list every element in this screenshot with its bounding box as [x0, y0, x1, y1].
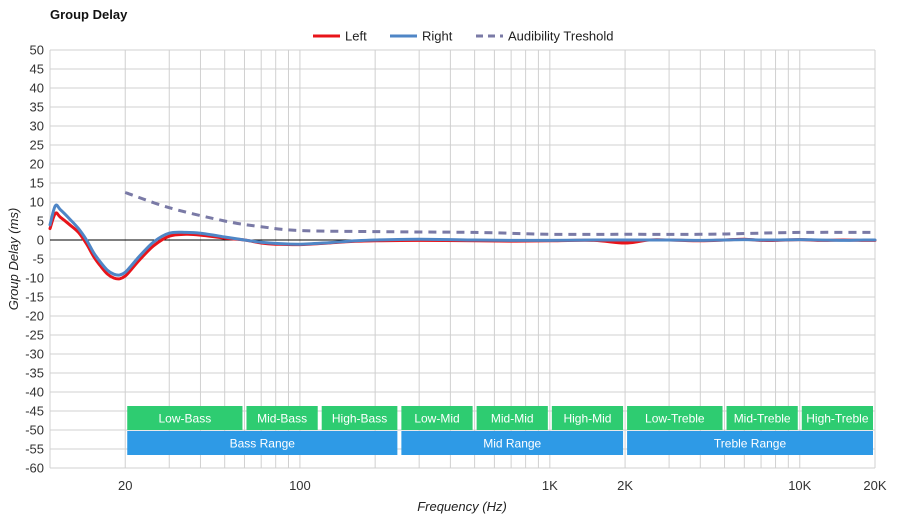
- range-band-box: [401, 431, 624, 455]
- x-axis-tick-labels: 20 100 1K 2K 10K 20K: [118, 478, 887, 493]
- x-tick-label: 100: [289, 478, 311, 493]
- legend-label: Left: [345, 29, 367, 44]
- range-band-box: [401, 406, 473, 430]
- range-band-box: [476, 406, 548, 430]
- chart-title: Group Delay: [50, 7, 128, 22]
- y-tick-label: 10: [30, 195, 44, 210]
- range-band-label: High-Mid: [563, 412, 611, 426]
- y-tick-label: -45: [25, 404, 44, 419]
- y-tick-label: -35: [25, 366, 44, 381]
- y-tick-label: -60: [25, 461, 44, 476]
- y-tick-label: 20: [30, 157, 44, 172]
- y-tick-label: 50: [30, 43, 44, 58]
- y-tick-label: -10: [25, 271, 44, 286]
- range-band-box: [801, 406, 873, 430]
- y-tick-label: -40: [25, 385, 44, 400]
- legend: Left Right Audibility Treshold: [313, 29, 614, 44]
- legend-label: Audibility Treshold: [508, 29, 614, 44]
- range-band: Low-Mid: [401, 406, 473, 430]
- range-band: Mid-Bass: [246, 406, 318, 430]
- y-tick-label: 15: [30, 176, 44, 191]
- y-tick-label: -25: [25, 328, 44, 343]
- y-tick-label: -20: [25, 309, 44, 324]
- series-line-right: [48, 203, 877, 277]
- y-axis-label: Group Delay (ms): [6, 208, 21, 311]
- range-band-label: Mid-Mid: [491, 412, 534, 426]
- legend-item: Left: [313, 29, 367, 44]
- range-band-box: [246, 406, 318, 430]
- range-band-label: Bass Range: [230, 437, 296, 451]
- y-tick-label: -50: [25, 423, 44, 438]
- range-band-label: Low-Mid: [414, 412, 459, 426]
- x-tick-label: 10K: [788, 478, 811, 493]
- range-band-box: [551, 406, 624, 430]
- frequency-range-bands: Low-Bass Mid-Bass High-Bass Low-Mid Mid-Mid H…: [127, 406, 873, 455]
- range-band: High-Treble: [801, 406, 873, 430]
- y-tick-label: 40: [30, 81, 44, 96]
- range-band: Low-Treble: [627, 406, 723, 430]
- range-band-box: [127, 431, 398, 455]
- y-tick-label: -5: [32, 252, 44, 267]
- range-band-label: Mid-Treble: [734, 412, 791, 426]
- series-line-left: [48, 211, 877, 281]
- range-band: Mid-Treble: [726, 406, 798, 430]
- range-band-label: Low-Treble: [645, 412, 705, 426]
- y-axis-tick-labels: 50454035302520151050-5-10-15-20-25-30-35…: [25, 43, 44, 476]
- legend-label: Right: [422, 29, 453, 44]
- range-band: Mid-Mid: [476, 406, 548, 430]
- range-band: Treble Range: [627, 431, 873, 455]
- range-band-box: [726, 406, 798, 430]
- y-tick-label: 45: [30, 62, 44, 77]
- range-band-label: Low-Bass: [159, 412, 212, 426]
- y-tick-label: 35: [30, 100, 44, 115]
- x-axis-label: Frequency (Hz): [417, 499, 507, 514]
- series-line-audibility-treshold: [124, 191, 876, 236]
- range-band-label: High-Treble: [806, 412, 869, 426]
- range-band: Mid Range: [401, 431, 624, 455]
- range-band: Low-Bass: [127, 406, 243, 430]
- y-tick-label: -15: [25, 290, 44, 305]
- horizontal-gridlines: [50, 49, 875, 469]
- x-tick-label: 1K: [542, 478, 558, 493]
- range-band-box: [627, 431, 873, 455]
- range-band-label: Mid Range: [483, 437, 541, 451]
- y-tick-label: 0: [37, 233, 44, 248]
- data-series: [48, 191, 877, 281]
- y-tick-label: 5: [37, 214, 44, 229]
- range-band: High-Mid: [551, 406, 624, 430]
- range-band-label: Treble Range: [714, 437, 787, 451]
- range-band-label: Mid-Bass: [257, 412, 307, 426]
- x-tick-label: 2K: [617, 478, 633, 493]
- range-band-label: High-Bass: [332, 412, 387, 426]
- range-band: High-Bass: [321, 406, 398, 430]
- y-tick-label: -30: [25, 347, 44, 362]
- legend-item: Audibility Treshold: [476, 29, 614, 44]
- x-tick-label: 20: [118, 478, 132, 493]
- range-band-box: [627, 406, 723, 430]
- range-band: Bass Range: [127, 431, 398, 455]
- legend-item: Right: [390, 29, 453, 44]
- range-band-box: [321, 406, 398, 430]
- y-tick-label: 30: [30, 119, 44, 134]
- range-band-box: [127, 406, 243, 430]
- y-tick-label: 25: [30, 138, 44, 153]
- y-tick-label: -55: [25, 442, 44, 457]
- x-tick-label: 20K: [863, 478, 886, 493]
